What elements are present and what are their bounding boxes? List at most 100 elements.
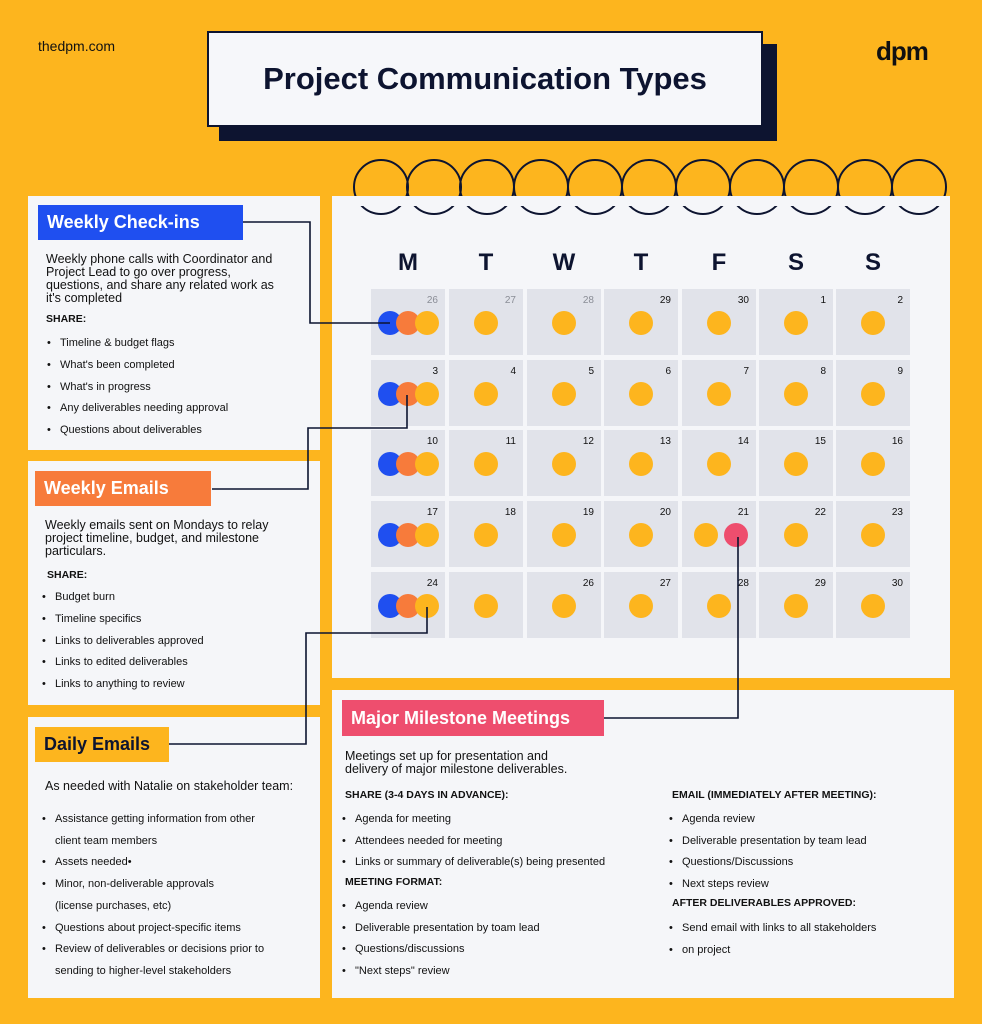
day-number: 1 (820, 295, 826, 306)
day-number: 20 (659, 507, 671, 518)
list-item-continuation: sending to higher-level stakeholders (55, 964, 232, 977)
calendar-day-cell: 30 (682, 289, 756, 355)
weekday-header: S (864, 249, 881, 276)
weekly-checkins-list: Timeline & budget flags What's been comp… (46, 333, 228, 442)
daily-email-dot (861, 311, 885, 335)
list-item: Budget burn (41, 587, 204, 609)
calendar-day-cell: 10 (371, 430, 445, 496)
list-item: Links to edited deliverables (41, 652, 204, 674)
desc-line: Weekly phone calls with Coordinator and (46, 252, 273, 266)
desc-line: Meetings set up for presentation and (345, 749, 548, 763)
daily-email-dot (629, 594, 653, 618)
calendar-day-cell: 21 (682, 501, 756, 567)
daily-email-dot (552, 523, 576, 547)
dpm-logo: dpm (876, 36, 929, 66)
day-number: 16 (891, 436, 903, 447)
list-item: on project (668, 940, 876, 962)
calendar-day-cell: 4 (449, 360, 523, 426)
daily-emails-list: Assistance getting information from othe… (41, 809, 264, 983)
calendar-day-cell: 28 (527, 289, 601, 355)
calendar-day-cell: 6 (604, 360, 678, 426)
daily-emails-description: As needed with Natalie on stakeholder te… (45, 779, 294, 793)
day-number: 23 (891, 507, 903, 518)
list-item: Agenda for meeting (341, 809, 605, 831)
calendar-day-cell: 24 (371, 572, 445, 638)
day-number: 9 (897, 366, 903, 377)
daily-email-dot (474, 382, 498, 406)
day-number: 10 (426, 436, 438, 447)
desc-line: particulars. (45, 544, 107, 558)
list-item: Timeline specifics (41, 609, 204, 631)
day-number: 3 (432, 366, 438, 377)
weekday-header: F (711, 249, 727, 276)
calendar-day-cell: 23 (836, 501, 910, 567)
day-number: 26 (582, 578, 594, 589)
calendar-day-cell: 8 (759, 360, 833, 426)
weekday-header: W (552, 249, 576, 276)
email-after-meeting-list: Agenda review Deliverable presentation b… (668, 809, 867, 896)
milestone-tag: Major Milestone Meetings (342, 700, 604, 736)
weekly-emails-list: Budget burn Timeline specifics Links to … (41, 587, 204, 696)
list-item: Links or summary of deliverable(s) being… (341, 852, 605, 874)
daily-email-dot (861, 382, 885, 406)
list-item: Attendees needed for meeting (341, 831, 605, 853)
weekly-emails-tag: Weekly Emails (35, 471, 211, 506)
list-item: Send email with links to all stakeholder… (668, 918, 876, 940)
day-number: 19 (582, 507, 594, 518)
calendar-day-cell: 27 (604, 572, 678, 638)
meeting-format-label: MEETING FORMAT: (345, 876, 443, 888)
calendar-day-cell: 3 (371, 360, 445, 426)
calendar-day-cell: 5 (527, 360, 601, 426)
list-item: "Next steps" review (341, 961, 540, 983)
calendar-day-cell: 13 (604, 430, 678, 496)
daily-email-dot (415, 382, 439, 406)
desc-line: delivery of major milestone deliverables… (345, 762, 568, 776)
calendar-day-cell: 2 (836, 289, 910, 355)
day-number: 14 (737, 436, 749, 447)
daily-email-dot (474, 523, 498, 547)
day-number: 17 (426, 507, 438, 518)
day-number: 28 (737, 578, 749, 589)
day-number: 6 (665, 366, 671, 377)
daily-email-dot (629, 523, 653, 547)
daily-email-dot (784, 452, 808, 476)
calendar-day-cell: 1 (759, 289, 833, 355)
calendar-day-cell: 20 (604, 501, 678, 567)
daily-email-dot (861, 452, 885, 476)
day-number: 18 (504, 507, 516, 518)
weekly-emails-share-label: SHARE: (47, 569, 88, 581)
daily-email-dot (474, 311, 498, 335)
weekly-emails-description: Weekly emails sent on Mondays to relay p… (45, 519, 268, 558)
calendar-day-cell: 9 (836, 360, 910, 426)
list-item: Questions/discussions (341, 939, 540, 961)
milestone-meeting-dot (724, 523, 748, 547)
daily-emails-connector (169, 607, 428, 745)
day-number: 28 (582, 295, 594, 306)
daily-email-dot (474, 594, 498, 618)
list-item: Timeline & budget flags (46, 333, 228, 355)
calendar-day-cell: 27 (449, 289, 523, 355)
calendar-day-cell: 17 (371, 501, 445, 567)
daily-email-dot (552, 382, 576, 406)
list-item: What's been completed (46, 355, 228, 377)
meeting-format-list: Agenda review Deliverable presentation b… (341, 896, 540, 983)
calendar-day-cell: 26 (527, 572, 601, 638)
list-item: Deliverable presentation by team lead (668, 831, 867, 853)
day-number: 21 (737, 507, 749, 518)
list-item: Questions about project-specific items (41, 918, 264, 940)
milestone-connector (604, 537, 739, 719)
desc-line: it's completed (46, 291, 123, 305)
daily-email-dot (629, 382, 653, 406)
list-item: Agenda review (668, 809, 867, 831)
daily-email-dot (707, 452, 731, 476)
daily-emails-tag: Daily Emails (35, 727, 169, 762)
daily-email-dot (552, 594, 576, 618)
daily-email-dot (629, 452, 653, 476)
day-number: 27 (504, 295, 516, 306)
weekday-header: S (787, 249, 804, 276)
list-item: Assistance getting information from othe… (41, 809, 264, 831)
daily-email-dot (415, 311, 439, 335)
calendar-day-cell: 15 (759, 430, 833, 496)
list-item-continuation: (license purchases, etc) (55, 899, 172, 912)
